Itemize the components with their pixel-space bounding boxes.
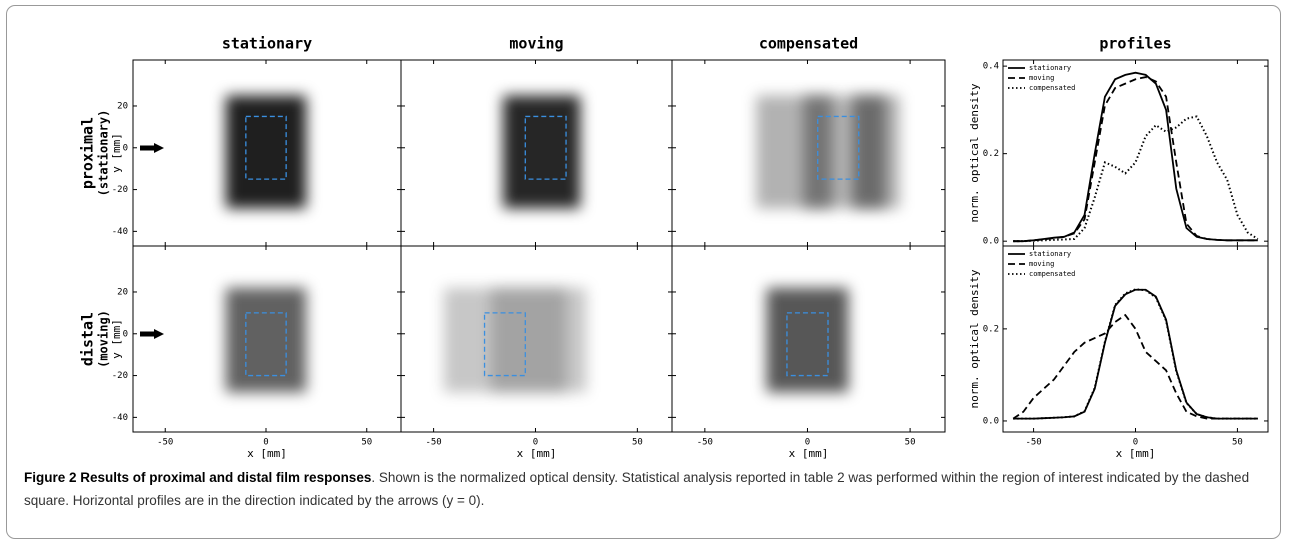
arrow-head xyxy=(154,143,164,153)
legend-label: moving xyxy=(1029,74,1054,82)
dose-field xyxy=(226,288,307,392)
column-title: stationary xyxy=(222,35,312,53)
x-tick-label: 0 xyxy=(805,438,810,448)
x-axis-label: x [mm] xyxy=(247,447,287,460)
image-panel xyxy=(503,96,580,209)
legend-label: moving xyxy=(1029,260,1054,268)
row-label: distal xyxy=(79,312,97,366)
y-tick-label: 0.2 xyxy=(983,149,999,159)
y-axis-label: norm. optical density xyxy=(968,83,981,222)
x-tick-label: -50 xyxy=(697,438,713,448)
y-tick-label: 0.4 xyxy=(983,62,999,72)
y-tick-label: 0.0 xyxy=(983,237,999,247)
row-sublabel: (stationary) xyxy=(97,110,111,197)
y-tick-label: -40 xyxy=(112,413,128,423)
arrow-head xyxy=(154,329,164,339)
profile-line xyxy=(1013,77,1258,241)
x-axis-label: x [mm] xyxy=(517,447,557,460)
caption: Figure 2 Results of proximal and distal … xyxy=(24,466,1264,512)
profile-line xyxy=(1013,290,1258,419)
y-axis-label: y [mm] xyxy=(110,319,123,359)
profile-line xyxy=(1013,289,1258,418)
column-title: moving xyxy=(509,35,563,53)
x-tick-label: 0 xyxy=(533,438,538,448)
x-tick-label: 50 xyxy=(905,438,916,448)
image-panel xyxy=(226,288,307,392)
x-tick-label: 50 xyxy=(361,438,372,448)
y-tick-label: 0 xyxy=(123,329,128,339)
image-panel xyxy=(766,288,848,392)
figure: stationary moving compensated profiles proxi… xyxy=(0,0,1289,460)
profile-line xyxy=(1013,73,1258,241)
caption-title: Figure 2 Results of proximal and distal … xyxy=(24,470,371,485)
y-tick-label: 20 xyxy=(117,287,128,297)
y-tick-label: 0.0 xyxy=(983,416,999,426)
x-tick-label: 50 xyxy=(1232,438,1243,448)
row-label: proximal xyxy=(79,117,97,189)
x-tick-label: 0 xyxy=(263,438,268,448)
x-tick-label: -50 xyxy=(425,438,441,448)
arrows xyxy=(140,143,164,339)
x-axis-label: x [mm] xyxy=(789,447,829,460)
x-tick-label: -50 xyxy=(1025,438,1041,448)
x-tick-label: -50 xyxy=(157,438,173,448)
dose-field xyxy=(491,288,566,392)
y-axis-label: norm. optical density xyxy=(968,269,981,408)
profile-line xyxy=(1013,116,1258,241)
image-panel xyxy=(226,96,307,209)
y-tick-label: 20 xyxy=(117,101,128,111)
y-tick-label: 0.2 xyxy=(983,324,999,334)
page: stationary moving compensated profiles proxi… xyxy=(0,0,1289,551)
legend-label: compensated xyxy=(1029,84,1075,92)
row-sublabel: (moving) xyxy=(97,310,111,368)
column-title: profiles xyxy=(1099,35,1171,53)
dose-field xyxy=(766,288,848,392)
column-title: compensated xyxy=(759,35,858,53)
image-panel xyxy=(444,288,587,392)
dose-field xyxy=(503,96,580,209)
x-tick-label: 50 xyxy=(632,438,643,448)
dose-field xyxy=(853,96,886,209)
x-tick-label: 0 xyxy=(1133,438,1138,448)
legend-label: stationary xyxy=(1029,64,1071,72)
dose-field xyxy=(226,96,307,209)
y-tick-label: -40 xyxy=(112,227,128,237)
x-axis-label: x [mm] xyxy=(1116,447,1156,460)
legend-label: stationary xyxy=(1029,250,1071,258)
y-tick-label: -20 xyxy=(112,371,128,381)
y-tick-label: 0 xyxy=(123,143,128,153)
profile-line xyxy=(1013,315,1258,419)
y-tick-label: -20 xyxy=(112,185,128,195)
legend-label: compensated xyxy=(1029,270,1075,278)
image-panel xyxy=(756,96,900,209)
y-axis-label: y [mm] xyxy=(110,133,123,173)
